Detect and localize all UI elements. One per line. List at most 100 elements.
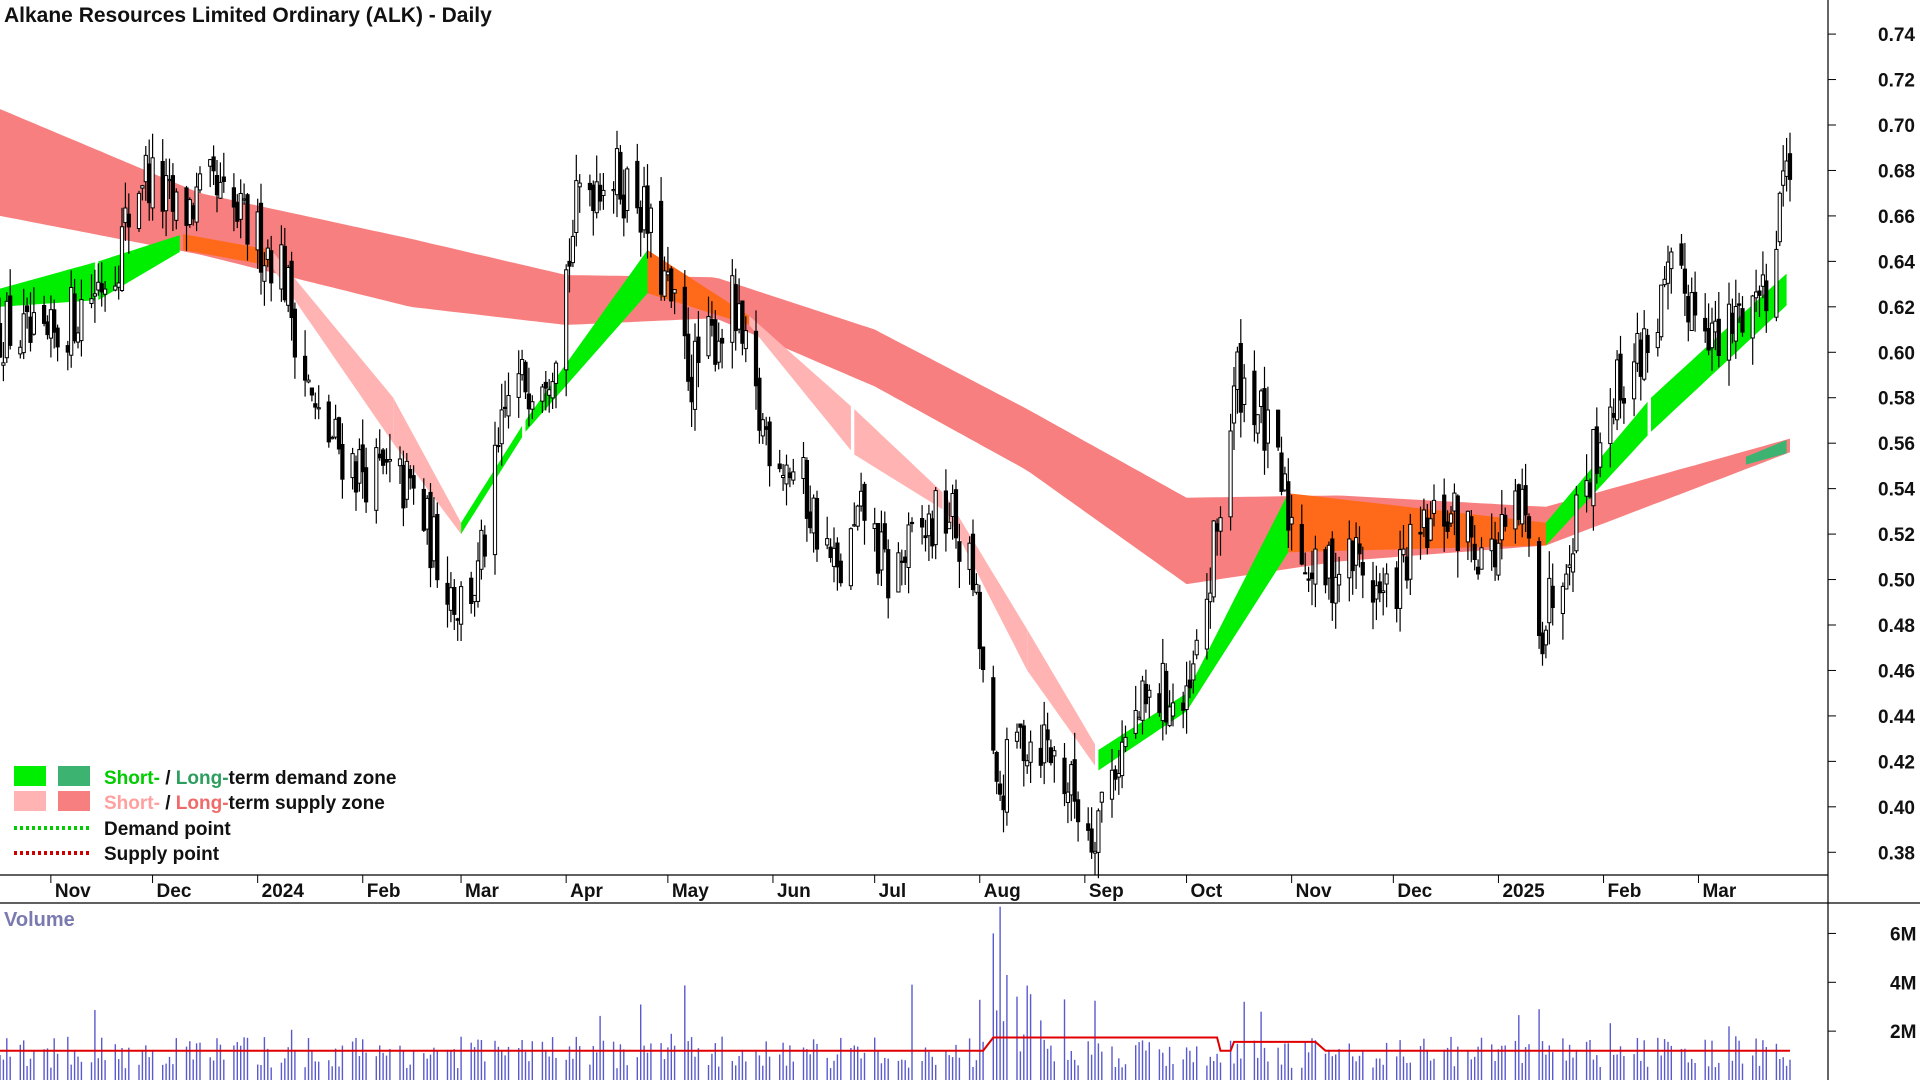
candle-body: [991, 677, 996, 751]
time-tick-label: Dec: [1397, 881, 1432, 902]
candle-body: [286, 267, 291, 306]
candle-body: [1452, 492, 1457, 512]
candle-body: [1520, 488, 1525, 525]
candle-body: [431, 516, 436, 562]
candle-body: [1431, 499, 1437, 514]
candle-body: [245, 194, 250, 245]
candle-body: [787, 472, 792, 479]
volume-axis: 6M 4M 2M: [1828, 924, 1916, 1043]
candle-body: [1235, 351, 1240, 390]
candle-body: [1282, 473, 1288, 491]
candle-body: [99, 283, 104, 293]
time-tick-label: Nov: [1296, 881, 1332, 902]
candle-body: [553, 362, 559, 384]
candle-body: [947, 521, 952, 530]
candle-body: [1303, 572, 1308, 575]
candle-body: [1669, 251, 1674, 270]
candle-body: [255, 211, 260, 251]
candle-body: [89, 298, 94, 305]
candle-body: [875, 523, 881, 574]
candle-body: [1404, 556, 1410, 581]
candle-body: [421, 488, 426, 531]
short-term-zone-segment: [393, 397, 462, 535]
candle-body: [594, 181, 599, 214]
candle-body: [981, 646, 986, 670]
candle-body: [1109, 769, 1115, 800]
candle-body: [1072, 759, 1077, 802]
candle-body: [520, 359, 525, 376]
candle-body: [1276, 409, 1281, 448]
candle-body: [1137, 716, 1142, 720]
candle-body: [1045, 729, 1050, 741]
candle-body: [540, 386, 545, 402]
volume-label: Volume: [4, 909, 75, 931]
candle-body: [69, 287, 74, 356]
candle-body: [618, 151, 623, 200]
candle-body: [208, 159, 213, 167]
candle-body: [1479, 547, 1484, 570]
candle-body: [1337, 573, 1342, 586]
candle-body: [543, 381, 548, 389]
candle-body: [197, 173, 203, 191]
candle-body: [1737, 303, 1742, 306]
candle-body: [1347, 538, 1352, 579]
candle-body: [848, 528, 853, 587]
legend: Short- / Long-term demand zone Short- / …: [14, 766, 396, 865]
candle-body: [1309, 572, 1315, 579]
candle-body: [1662, 278, 1667, 286]
candle-body: [1401, 548, 1406, 556]
candle-body: [1069, 764, 1074, 796]
candle-body: [1638, 339, 1643, 377]
candle-body: [147, 163, 152, 204]
candle-body: [191, 205, 196, 220]
candle-body: [757, 377, 762, 431]
candle-body: [662, 270, 667, 297]
candle-body: [377, 453, 382, 459]
candle-body: [214, 175, 220, 196]
candle-body: [669, 268, 674, 302]
legend-row1-short: Short-: [104, 768, 160, 789]
candle-body: [1160, 662, 1165, 722]
legend-row2-sep: /: [160, 793, 176, 814]
candle-body: [1689, 292, 1694, 332]
candle-body: [8, 295, 13, 346]
price-tick-label: 0.56: [1878, 434, 1915, 455]
candle-body: [926, 513, 931, 537]
legend-row1-long: Long-: [176, 768, 229, 789]
candle-body: [648, 207, 653, 233]
candle-body: [1703, 317, 1708, 332]
time-tick-label: Apr: [570, 881, 603, 902]
candle-body: [1306, 578, 1311, 581]
candle-body: [1191, 663, 1196, 681]
time-tick-label: Dec: [157, 881, 192, 902]
candle-body: [852, 524, 857, 527]
candle-body: [1418, 531, 1423, 535]
candle-body: [801, 457, 806, 479]
candle-body: [601, 189, 606, 196]
candle-body: [116, 282, 121, 288]
price-tick-label: 0.54: [1878, 480, 1915, 501]
candle-body: [1455, 495, 1460, 551]
candle-body: [1547, 577, 1552, 624]
candle-body: [1757, 290, 1762, 296]
candle-body: [136, 192, 142, 229]
candle-body: [1238, 343, 1243, 413]
candle-body: [340, 444, 345, 480]
time-tick-label: Feb: [367, 881, 401, 902]
candle-body: [1333, 576, 1338, 604]
candle-body: [1231, 385, 1237, 424]
candle-body: [1313, 548, 1318, 585]
time-tick-label: Mar: [1702, 881, 1736, 902]
candle-body: [1164, 670, 1169, 723]
candle-body: [1781, 170, 1786, 186]
price-tick-label: 0.66: [1878, 207, 1915, 228]
candle-body: [1608, 406, 1613, 445]
candle-body: [1259, 390, 1264, 407]
candle-body: [1330, 538, 1335, 604]
candle-body: [692, 340, 698, 410]
candle-body: [923, 535, 928, 539]
candle-body: [1265, 409, 1271, 444]
candle-body: [1540, 632, 1545, 655]
candle-body: [1693, 291, 1698, 316]
candle-body: [306, 379, 311, 383]
